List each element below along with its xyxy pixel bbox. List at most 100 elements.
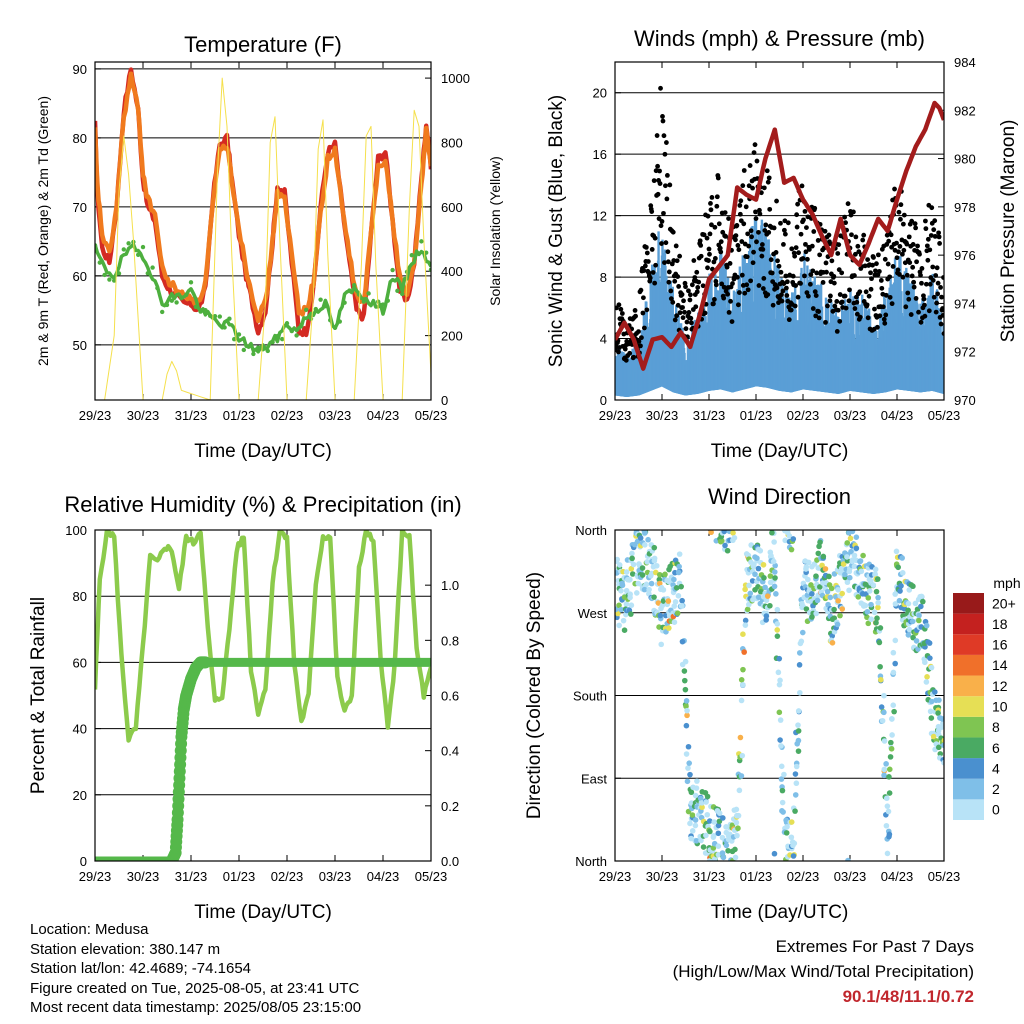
gust-point	[757, 207, 762, 213]
direction-point	[711, 819, 717, 825]
direction-point	[866, 588, 873, 594]
direction-point	[615, 556, 621, 563]
gust-point	[906, 234, 912, 240]
gust-point	[744, 254, 750, 260]
gust-point	[836, 242, 842, 248]
gust-point	[854, 299, 860, 305]
direction-point	[777, 717, 784, 723]
gust-point	[664, 172, 670, 178]
direction-point	[926, 640, 933, 646]
gust-point	[796, 250, 801, 256]
direction-point	[877, 625, 884, 631]
direction-point	[888, 739, 894, 746]
gust-point	[723, 234, 729, 239]
gust-point	[897, 272, 902, 277]
direction-point	[923, 622, 930, 629]
gust-point	[883, 292, 889, 298]
gust-point	[650, 270, 656, 275]
direction-point	[733, 819, 740, 826]
gust-point	[802, 273, 807, 279]
x-tick-label: 31/23	[693, 869, 726, 884]
x-axis-label: Time (Day/UTC)	[194, 902, 332, 923]
direction-point	[684, 778, 691, 785]
x-tick-label: 05/23	[415, 408, 448, 423]
gust-point	[864, 302, 870, 308]
gust-point	[820, 280, 826, 285]
gust-point	[764, 168, 770, 174]
gust-point	[632, 307, 638, 313]
gust-point	[852, 251, 858, 257]
y2-tick-label: 970	[954, 393, 976, 408]
gust-point	[722, 210, 728, 215]
direction-point	[666, 579, 673, 585]
direction-point	[819, 562, 825, 569]
direction-point	[737, 734, 744, 741]
gust-point	[899, 251, 905, 257]
gust-point	[737, 211, 743, 217]
gust-point	[806, 247, 812, 252]
gust-point	[783, 273, 789, 279]
direction-point	[892, 637, 899, 644]
chart-title: Winds (mph) & Pressure (mb)	[634, 26, 925, 51]
direction-point	[643, 581, 650, 588]
gust-point	[876, 268, 882, 274]
gust-point	[930, 264, 936, 270]
direction-point	[639, 565, 646, 571]
direction-point	[906, 587, 913, 593]
gust-point	[812, 205, 818, 211]
gust-point	[798, 280, 803, 286]
dewpoint-point	[160, 309, 165, 315]
y2-tick-label: 976	[954, 248, 976, 263]
gust-point	[773, 249, 779, 255]
series-line-solar	[95, 77, 431, 400]
gust-point	[668, 296, 674, 302]
gust-point	[913, 225, 919, 231]
colorbar-swatch	[953, 778, 984, 800]
pressure-line	[615, 100, 944, 371]
gust-point	[697, 238, 703, 244]
gust-point	[627, 350, 633, 356]
dewpoint-point	[126, 241, 131, 246]
gust-point	[925, 236, 931, 242]
x-tick-label: 29/23	[79, 869, 112, 884]
gust-point	[716, 221, 722, 227]
x-axis-label: Time (Day/UTC)	[711, 902, 849, 923]
direction-point	[780, 809, 786, 815]
gust-point	[882, 256, 888, 262]
gust-point	[715, 175, 721, 181]
direction-point	[795, 737, 802, 744]
direction-point	[890, 669, 897, 676]
gust-point	[762, 228, 768, 233]
gust-point	[733, 237, 738, 243]
x-tick-label: 30/23	[646, 408, 679, 423]
gust-point	[895, 267, 901, 273]
gust-point	[875, 324, 880, 330]
gust-point	[727, 261, 733, 266]
gust-point	[871, 255, 876, 260]
colorbar-swatch	[953, 758, 984, 779]
gust-point	[748, 228, 754, 234]
direction-point	[704, 811, 711, 818]
gust-point	[865, 257, 871, 263]
direction-point	[809, 591, 815, 597]
colorbar-label: 12	[992, 678, 1008, 694]
direction-point	[784, 823, 790, 830]
direction-point	[905, 600, 912, 607]
direction-point	[679, 597, 685, 604]
direction-point	[932, 689, 938, 695]
gust-point	[707, 231, 713, 237]
gust-point	[698, 242, 704, 248]
gust-point	[658, 223, 664, 229]
direction-point	[683, 698, 690, 704]
direction-point	[774, 627, 781, 633]
y-tick-label: North	[575, 523, 607, 538]
gust-point	[680, 305, 685, 310]
gust-point	[813, 293, 819, 299]
gust-point	[726, 310, 732, 315]
gust-point	[849, 232, 854, 238]
direction-point	[683, 751, 690, 757]
gust-point	[779, 298, 785, 304]
gust-point	[763, 222, 769, 228]
direction-point	[671, 576, 677, 583]
y2-tick-label: 1.0	[441, 578, 459, 593]
